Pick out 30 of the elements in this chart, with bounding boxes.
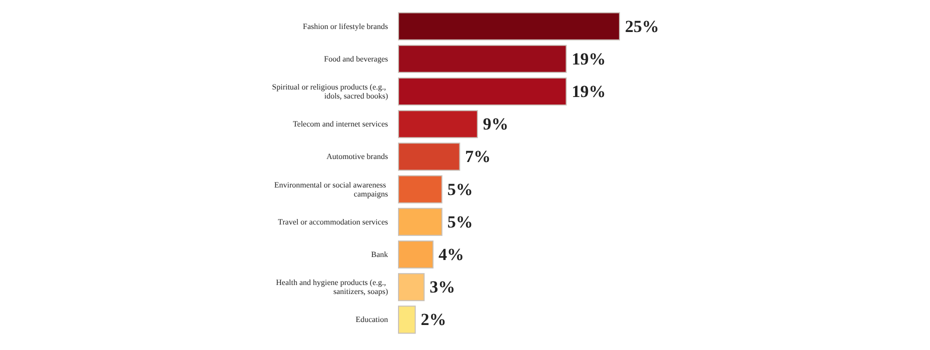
data-label: 9% [482,114,508,134]
data-label: 3% [430,278,456,297]
data-label: 5% [447,212,473,232]
bar [398,44,567,73]
y-tick-label: Health and hygiene products (e.g., sanitizers, soaps) [276,278,388,296]
bar [398,12,620,40]
data-label: 2% [420,310,446,330]
bar [398,306,416,334]
y-tick-label: Spiritual or religious products (e.g., idols, sacred books) [272,82,388,100]
data-label: 7% [465,147,491,166]
bar [398,240,434,269]
data-label: 25% [625,16,659,36]
y-tick-label: Education [356,315,388,324]
data-label: 5% [447,180,473,199]
y-tick-label: Automotive brands [326,152,388,162]
bar [398,77,567,106]
y-tick-label: Telecom and internet services [292,120,388,129]
bar [398,142,460,171]
data-label: 19% [572,49,606,68]
data-label: 4% [438,245,464,264]
bar [398,110,478,138]
bar [398,175,442,204]
data-label: 19% [572,82,606,101]
y-tick-label: Environmental or social awareness campaigns [274,180,388,198]
y-tick-label: Fashion or lifestyle brands [302,22,388,31]
y-tick-label: Food and beverages [324,54,388,64]
y-tick-label: Travel or accommodation services [278,217,388,226]
bar [398,273,425,302]
y-tick-label: Bank [371,250,388,259]
bar [398,208,442,236]
